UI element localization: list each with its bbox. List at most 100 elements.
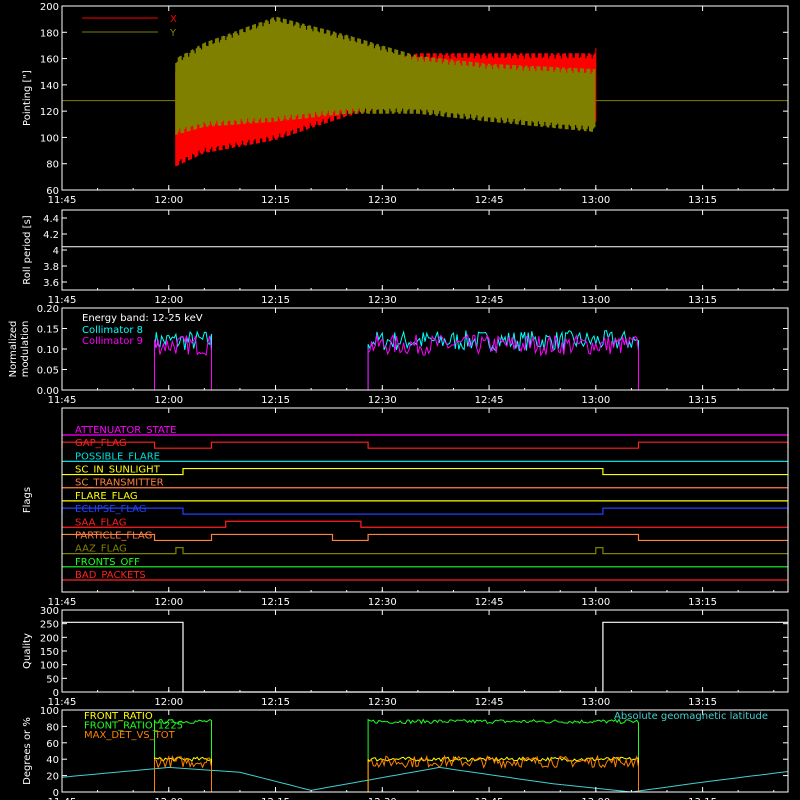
flags-xtick-label: 13:15	[688, 597, 717, 608]
legend-label-y: Y	[169, 28, 177, 39]
pointing-xtick-label: 13:15	[688, 195, 717, 206]
quality-ytick-label: 200	[40, 633, 59, 644]
flags-frame	[61, 407, 789, 593]
ratios-xtick-label: 12:00	[154, 797, 183, 800]
flag-attenuator-state-label: ATTENUATOR_STATE	[75, 425, 176, 436]
ratios-xtick-label: 12:15	[261, 797, 290, 800]
flag-eclipse-flag-label: ECLIPSE_FLAG	[75, 504, 146, 515]
pointing-ytick-label: 120	[40, 107, 59, 118]
pointing-xtick-label: 12:30	[368, 195, 397, 206]
ratios-xtick-label: 13:00	[581, 797, 610, 800]
roll-frame	[61, 209, 789, 291]
pointing-xtick-label: 12:00	[154, 195, 183, 206]
legend-label-max-det-vs-tot: MAX_DET_VS_TOT	[84, 730, 176, 741]
roll-ytick-label: 4.2	[43, 230, 59, 241]
modulation-ylabel: Normalized	[8, 321, 19, 378]
quality-xtick-label: 12:30	[368, 697, 397, 708]
quality-xtick-label: 11:45	[48, 697, 77, 708]
legend-label-collimator-9: Collimator 9	[82, 336, 143, 347]
ratios-ytick-label: 20	[46, 772, 59, 783]
roll-ytick-label: 3.6	[43, 278, 59, 289]
flag-bad-packets-label: BAD_PACKETS	[75, 570, 146, 581]
roll-xtick-label: 13:15	[688, 295, 717, 306]
pointing-ylabel: Pointing ["]	[22, 70, 33, 126]
ratios-ytick-label: 60	[46, 739, 59, 750]
flag-gap-flag-trace	[61, 441, 789, 449]
quality-xtick-label: 12:15	[261, 697, 290, 708]
flag-fronts-off-label: FRONTS_OFF	[75, 557, 140, 568]
roll-xtick-label: 11:45	[48, 295, 77, 306]
flags-xtick-label: 12:45	[475, 597, 504, 608]
quality-xtick-label: 13:15	[688, 697, 717, 708]
modulation-annotation: Energy band: 12-25 keV	[82, 313, 203, 324]
flags-ylabel: Flags	[22, 487, 33, 513]
modulation-xtick-label: 13:00	[581, 395, 610, 406]
ratios-xtick-label: 13:15	[688, 797, 717, 800]
roll-ytick-label: 3.8	[43, 262, 59, 273]
legend-label-x: X	[170, 14, 177, 25]
flag-saa-flag-label: SAA_FLAG	[75, 517, 126, 528]
quality-ytick-label: 0	[53, 688, 59, 699]
roll-ytick-label: 4.4	[43, 214, 59, 225]
flag-sc-transmitter-label: SC_TRANSMITTER	[75, 478, 164, 489]
flag-sc-in-sunlight-trace	[62, 467, 788, 476]
ratio-max-det-vs-tot-trace	[154, 754, 639, 792]
quality-ylabel: Quality	[22, 633, 33, 669]
flag-particle-flag-trace	[61, 533, 788, 542]
flag-flare-flag-label: FLARE_FLAG	[75, 491, 138, 502]
flags-xtick-label: 12:30	[368, 597, 397, 608]
pointing-ytick-label: 140	[40, 81, 59, 92]
ratios-ylabel: Degrees or %	[22, 717, 33, 785]
quality-xtick-label: 12:00	[154, 697, 183, 708]
pointing-ytick-label: 180	[40, 28, 59, 39]
flag-possible-flare-label: POSSIBLE_FLARE	[75, 451, 160, 462]
flag-sc-in-sunlight-label: SC_IN_SUNLIGHT	[75, 465, 161, 476]
quality-xtick-label: 12:45	[475, 697, 504, 708]
roll-xtick-label: 13:00	[581, 295, 610, 306]
ratios-ytick-label: 100	[40, 706, 59, 717]
ratios-xtick-label: 12:30	[368, 797, 397, 800]
ratios-ytick-label: 80	[46, 722, 59, 733]
roll-ylabel: Roll period [s]	[22, 215, 33, 284]
flags-xtick-label: 13:00	[581, 597, 610, 608]
flag-gap-flag-label: GAP_FLAG	[75, 438, 127, 449]
flag-eclipse-flag-trace	[61, 507, 789, 515]
modulation-xtick-label: 12:00	[154, 395, 183, 406]
modulation-xtick-label: 12:15	[261, 395, 290, 406]
modulation-ytick-label: 0.00	[37, 386, 59, 397]
flag-aaz-flag-trace	[62, 547, 788, 555]
quality-ytick-label: 250	[40, 620, 59, 631]
flags-xtick-label: 11:45	[48, 597, 77, 608]
flags-xtick-label: 12:15	[261, 597, 290, 608]
legend-label-front-ratio-1225: FRONT_RATIO_1225	[84, 721, 183, 732]
quality-trace	[62, 621, 788, 693]
flag-particle-flag-label: PARTICLE_FLAG	[75, 530, 152, 541]
modulation-ytick-label: 0.05	[37, 366, 59, 377]
roll-xtick-label: 12:45	[475, 295, 504, 306]
roll-xtick-label: 12:15	[261, 295, 290, 306]
modulation-xtick-label: 11:45	[48, 395, 77, 406]
modulation-ytick-label: 0.15	[37, 325, 59, 336]
quality-ytick-label: 50	[46, 674, 59, 685]
quality-xtick-label: 13:00	[581, 697, 610, 708]
pointing-xtick-label: 12:15	[261, 195, 290, 206]
roll-xtick-label: 12:30	[368, 295, 397, 306]
pointing-xtick-label: 11:45	[48, 195, 77, 206]
pointing-ytick-label: 100	[40, 133, 59, 144]
legend-label-collimator-8: Collimator 8	[82, 325, 143, 336]
roll-ytick-label: 4	[53, 246, 59, 257]
ratios-ytick-label: 0	[53, 788, 59, 799]
modulation-xtick-label: 13:15	[688, 395, 717, 406]
modulation-ytick-label: 0.10	[37, 345, 59, 356]
quality-ytick-label: 300	[40, 606, 59, 617]
flag-saa-flag-trace	[62, 520, 788, 528]
legend-label-latitude: Absolute geomagnetic latitude	[614, 711, 768, 722]
ratios-frame	[61, 709, 789, 793]
flag-aaz-flag-label: AAZ_FLAG	[75, 544, 127, 555]
series-y	[175, 16, 596, 135]
legend-label-front-ratio: FRONT_RATIO	[84, 711, 153, 722]
ratios-xtick-label: 12:45	[475, 797, 504, 800]
ratios-xtick-label: 11:45	[48, 797, 77, 800]
